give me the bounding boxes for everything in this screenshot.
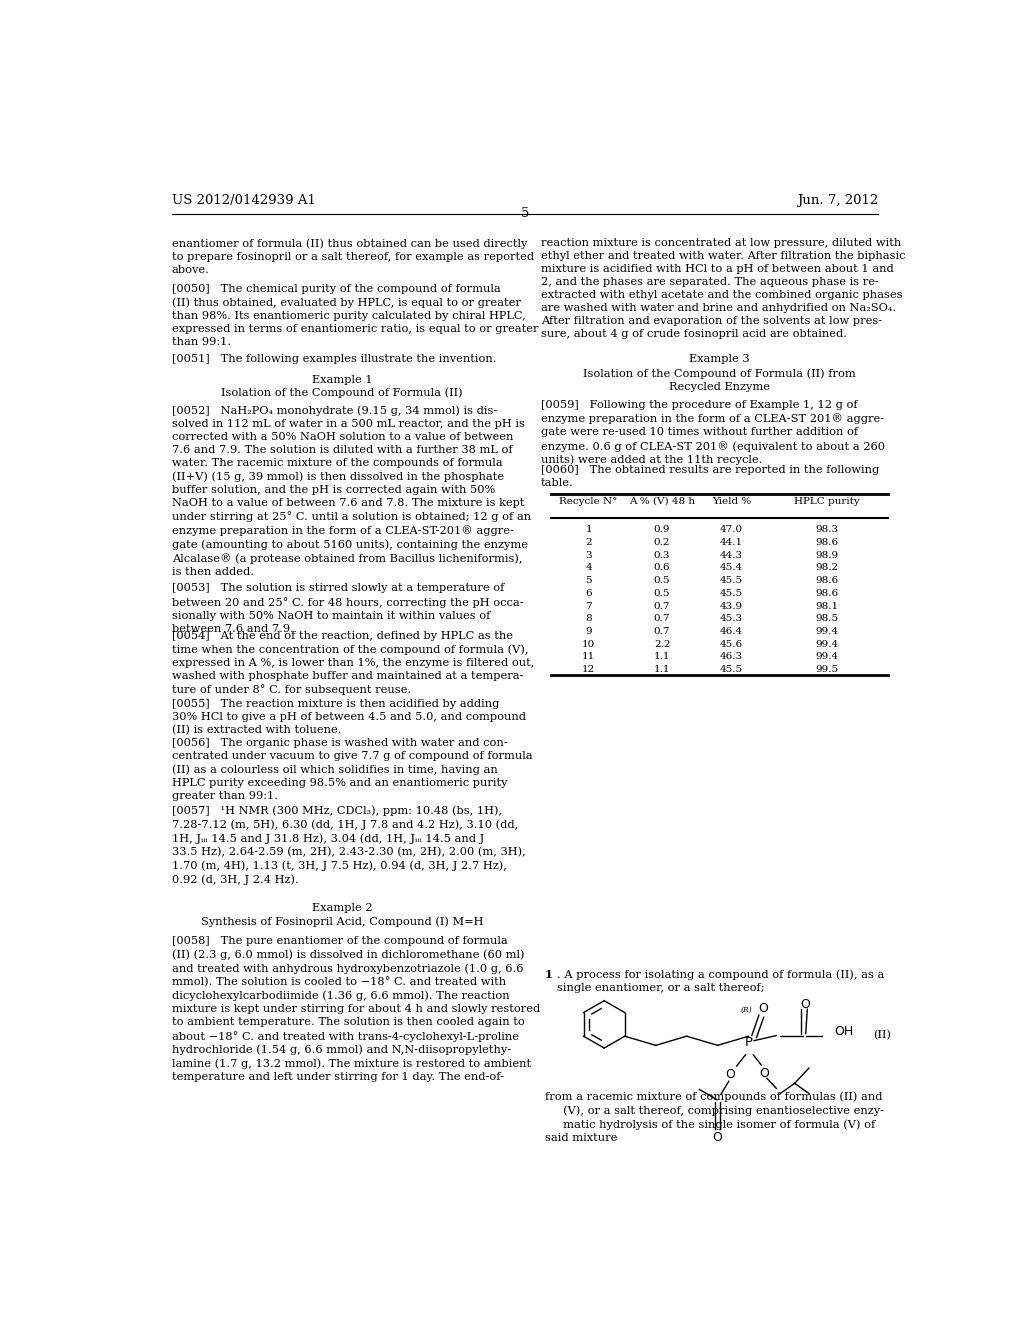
Text: 98.5: 98.5 [815,614,839,623]
Text: (II): (II) [872,1030,891,1040]
Text: 1: 1 [586,525,592,535]
Text: [0059]   Following the procedure of Example 1, 12 g of
enzyme preparation in the: [0059] Following the procedure of Exampl… [541,400,885,466]
Text: 0.7: 0.7 [654,602,671,611]
Text: 3: 3 [586,550,592,560]
Text: [0060]   The obtained results are reported in the following
table.: [0060] The obtained results are reported… [541,466,879,488]
Text: 7: 7 [586,602,592,611]
Text: 0.6: 0.6 [654,564,671,573]
Text: Isolation of the Compound of Formula (II): Isolation of the Compound of Formula (II… [221,387,463,397]
Text: 2: 2 [586,539,592,546]
Text: Recycle N°: Recycle N° [559,496,617,506]
Text: Example 1: Example 1 [312,375,373,385]
Text: Yield %: Yield % [712,496,752,506]
Text: 11: 11 [582,652,595,661]
Text: 0.2: 0.2 [654,539,671,546]
Text: 0.9: 0.9 [654,525,671,535]
Text: OH: OH [835,1026,854,1038]
Text: O: O [760,1067,769,1080]
Text: [0058]   The pure enantiomer of the compound of formula
(II) (2.3 g, 6.0 mmol) i: [0058] The pure enantiomer of the compou… [172,936,540,1082]
Text: 5: 5 [520,207,529,220]
Text: 8: 8 [586,614,592,623]
Text: 0.7: 0.7 [654,614,671,623]
Text: Example 3: Example 3 [689,354,750,363]
Text: 98.3: 98.3 [815,525,839,535]
Text: 4: 4 [586,564,592,573]
Text: 46.4: 46.4 [720,627,743,636]
Text: 0.5: 0.5 [654,589,671,598]
Text: US 2012/0142939 A1: US 2012/0142939 A1 [172,194,315,207]
Text: 47.0: 47.0 [720,525,743,535]
Text: 45.3: 45.3 [720,614,743,623]
Text: 98.6: 98.6 [815,539,839,546]
Text: O: O [800,998,810,1011]
Text: [0054]   At the end of the reaction, defined by HPLC as the
time when the concen: [0054] At the end of the reaction, defin… [172,631,535,696]
Text: enantiomer of formula (II) thus obtained can be used directly
to prepare fosinop: enantiomer of formula (II) thus obtained… [172,238,534,275]
Text: 98.9: 98.9 [815,550,839,560]
Text: (R): (R) [741,1006,753,1014]
Text: 6: 6 [586,589,592,598]
Text: [0057]   ¹H NMR (300 MHz, CDCl₃), ppm: 10.48 (bs, 1H),
7.28-7.12 (m, 5H), 6.30 (: [0057] ¹H NMR (300 MHz, CDCl₃), ppm: 10.… [172,805,525,886]
Text: Isolation of the Compound of Formula (II) from
Recycled Enzyme: Isolation of the Compound of Formula (II… [583,368,856,392]
Text: 98.1: 98.1 [815,602,839,611]
Text: 98.2: 98.2 [815,564,839,573]
Text: 2.2: 2.2 [654,640,671,648]
Text: P: P [744,1036,753,1049]
Text: 45.5: 45.5 [720,576,743,585]
Text: 43.9: 43.9 [720,602,743,611]
Text: Synthesis of Fosinopril Acid, Compound (I) M=H: Synthesis of Fosinopril Acid, Compound (… [201,916,483,927]
Text: 98.6: 98.6 [815,589,839,598]
Text: 99.4: 99.4 [815,652,839,661]
Text: [0055]   The reaction mixture is then acidified by adding
30% HCl to give a pH o: [0055] The reaction mixture is then acid… [172,700,525,735]
Text: 0.5: 0.5 [654,576,671,585]
Text: . A process for isolating a compound of formula (II), as a
single enantiomer, or: . A process for isolating a compound of … [557,969,884,993]
Text: A % (V) 48 h: A % (V) 48 h [629,496,695,506]
Text: 12: 12 [582,665,595,675]
Text: 1: 1 [545,969,553,981]
Text: [0053]   The solution is stirred slowly at a temperature of
between 20 and 25° C: [0053] The solution is stirred slowly at… [172,583,523,634]
Text: 98.6: 98.6 [815,576,839,585]
Text: 45.5: 45.5 [720,589,743,598]
Text: 46.3: 46.3 [720,652,743,661]
Text: 45.4: 45.4 [720,564,743,573]
Text: O: O [758,1002,768,1015]
Text: 1.1: 1.1 [654,652,671,661]
Text: [0051]   The following examples illustrate the invention.: [0051] The following examples illustrate… [172,354,497,363]
Text: 44.1: 44.1 [720,539,743,546]
Text: [0052]   NaH₂PO₄ monohydrate (9.15 g, 34 mmol) is dis-
solved in 112 mL of water: [0052] NaH₂PO₄ monohydrate (9.15 g, 34 m… [172,405,530,577]
Text: 99.4: 99.4 [815,627,839,636]
Text: 44.3: 44.3 [720,550,743,560]
Text: 45.6: 45.6 [720,640,743,648]
Text: 45.5: 45.5 [720,665,743,675]
Text: 0.7: 0.7 [654,627,671,636]
Text: O: O [713,1131,723,1143]
Text: 99.4: 99.4 [815,640,839,648]
Text: 5: 5 [586,576,592,585]
Text: 99.5: 99.5 [815,665,839,675]
Text: from a racemic mixture of compounds of formulas (II) and
     (V), or a salt the: from a racemic mixture of compounds of f… [545,1092,884,1143]
Text: O: O [725,1068,735,1081]
Text: 1.1: 1.1 [654,665,671,675]
Text: 9: 9 [586,627,592,636]
Text: Example 2: Example 2 [312,903,373,913]
Text: 0.3: 0.3 [654,550,671,560]
Text: reaction mixture is concentrated at low pressure, diluted with
ethyl ether and t: reaction mixture is concentrated at low … [541,238,905,339]
Text: Jun. 7, 2012: Jun. 7, 2012 [797,194,878,207]
Text: 10: 10 [582,640,595,648]
Text: HPLC purity: HPLC purity [794,496,859,506]
Text: [0050]   The chemical purity of the compound of formula
(II) thus obtained, eval: [0050] The chemical purity of the compou… [172,284,539,347]
Text: [0056]   The organic phase is washed with water and con-
centrated under vacuum : [0056] The organic phase is washed with … [172,738,532,801]
